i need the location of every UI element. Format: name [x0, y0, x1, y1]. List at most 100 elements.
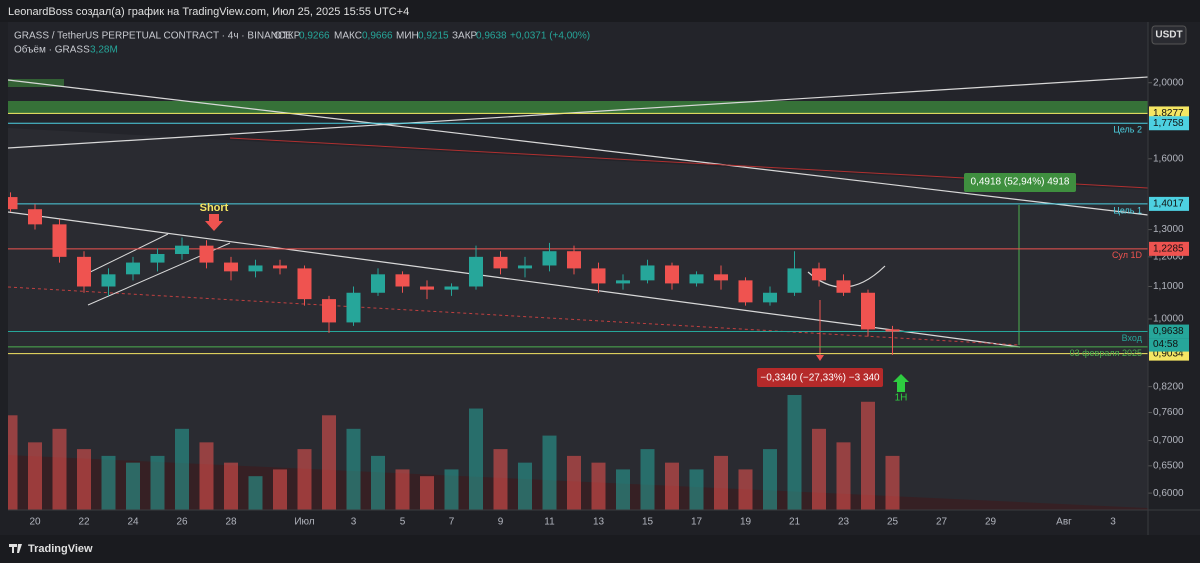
volume-bar — [420, 476, 434, 510]
y-tick-label: 0,7000 — [1153, 435, 1184, 446]
flag-line — [77, 233, 169, 279]
level-label: 1,7758 — [1153, 118, 1184, 129]
level-label: 1,4017 — [1153, 199, 1184, 210]
level-box — [1149, 241, 1189, 256]
green-zone — [8, 101, 1148, 114]
level-label: 1,8277 — [1153, 108, 1184, 119]
volume-bar — [861, 401, 875, 510]
legend-volume-label: Объём · GRASS — [14, 44, 90, 56]
level-text: 03 февраля 2025 — [1070, 348, 1142, 358]
candle-body — [812, 268, 826, 281]
candle-body — [395, 274, 410, 287]
candle-body — [8, 197, 18, 210]
volume-bar — [591, 462, 606, 510]
x-tick-label: 21 — [789, 517, 801, 528]
candle-body — [714, 274, 728, 281]
candle-body — [346, 292, 361, 323]
candle-body — [322, 299, 336, 323]
trend-line — [8, 211, 1021, 348]
level-box — [1149, 196, 1189, 211]
grid — [1148, 82, 1152, 494]
up-arrow — [893, 374, 909, 392]
y-tick-label: 0,8200 — [1153, 381, 1184, 392]
volume-bar — [567, 455, 581, 510]
volume-bar — [322, 415, 336, 510]
volume-bar — [224, 462, 238, 510]
candle-body — [567, 251, 581, 269]
timeframe-label: 1H — [895, 393, 908, 404]
candle-body — [763, 292, 777, 303]
legend-change: +0,0371 (+4,00%) — [510, 31, 590, 42]
target-label: 0,4918 (52,94%) 4918 — [971, 177, 1070, 188]
candle-body — [493, 256, 508, 269]
volume-bar — [371, 455, 385, 510]
legend-volume: 3,28M — [90, 45, 118, 56]
x-tick-label: 23 — [838, 517, 850, 528]
candle-body — [689, 274, 704, 284]
level-label: 0,9638 — [1153, 326, 1184, 337]
candle-body — [518, 265, 532, 269]
candle-body — [469, 256, 483, 287]
volume-bar — [714, 455, 728, 510]
levels — [8, 112, 1148, 355]
candle-body — [28, 209, 42, 225]
x-tick-label: 29 — [985, 517, 997, 528]
level-box — [1149, 324, 1189, 339]
y-tick-label: 0,6500 — [1153, 460, 1184, 471]
y-tick-label: 1,0000 — [1153, 314, 1184, 325]
candle-body — [542, 251, 557, 266]
candle-body — [52, 224, 67, 257]
footer-bar — [0, 535, 1200, 563]
volume-bar — [395, 469, 410, 510]
volume-bar — [885, 455, 900, 510]
footer-logo — [9, 544, 22, 553]
volume-bar — [8, 415, 18, 510]
candle-body — [738, 280, 753, 303]
volume-bar — [689, 469, 704, 510]
trend-line — [8, 76, 1148, 149]
candle-body — [175, 245, 189, 255]
volume-bar — [812, 428, 826, 510]
volume-bar — [273, 469, 287, 510]
drop-box — [757, 368, 883, 387]
x-tick-label: 25 — [887, 517, 899, 528]
volume-bar — [640, 449, 655, 510]
x-tick-label: 28 — [225, 517, 237, 528]
header-bar — [0, 0, 1200, 22]
legend-value: 0,9638 — [476, 31, 507, 42]
level-text: Цель 2 — [1113, 125, 1142, 135]
x-tick-label: 26 — [176, 517, 188, 528]
x-tick-label: 22 — [78, 517, 90, 528]
legend-symbol: GRASS / TetherUS PERPETUAL CONTRACT · 4ч… — [14, 31, 292, 42]
volume-bar — [469, 408, 483, 510]
volume-bar — [150, 455, 165, 510]
candle-body — [836, 280, 851, 293]
currency[interactable]: USDT — [1155, 30, 1182, 41]
volume-bar — [297, 449, 312, 510]
x-tick-label: 3 — [351, 517, 357, 528]
candle-body — [273, 265, 287, 269]
currency-button[interactable] — [1151, 25, 1187, 45]
y-tick-label: 1,2000 — [1153, 251, 1184, 262]
candle-body — [371, 274, 385, 293]
volume-bar — [126, 462, 140, 510]
x-tick-label: 13 — [593, 517, 605, 528]
trend-line — [8, 286, 1021, 346]
volume-bar — [763, 449, 777, 510]
volume-bars — [8, 395, 900, 510]
candle-body — [787, 268, 802, 293]
y-tick-label: 0,6000 — [1153, 488, 1184, 499]
level-box — [1149, 116, 1189, 131]
legend-value: 0,9266 — [299, 31, 330, 42]
candle-body — [199, 245, 214, 263]
y-tick-label: 0,7600 — [1153, 407, 1184, 418]
volume-bar — [493, 449, 508, 510]
footer-brand: TradingView — [28, 543, 93, 555]
candle-body — [224, 262, 238, 272]
y-tick-label: 1,1000 — [1153, 281, 1184, 292]
volume-bar — [738, 469, 753, 510]
countdown-box — [1149, 338, 1189, 352]
short-arrow — [205, 214, 223, 231]
legend-value: 0,9215 — [418, 31, 449, 42]
